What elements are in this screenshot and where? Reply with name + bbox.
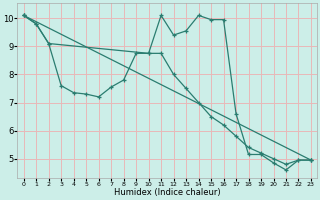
X-axis label: Humidex (Indice chaleur): Humidex (Indice chaleur) <box>114 188 221 197</box>
